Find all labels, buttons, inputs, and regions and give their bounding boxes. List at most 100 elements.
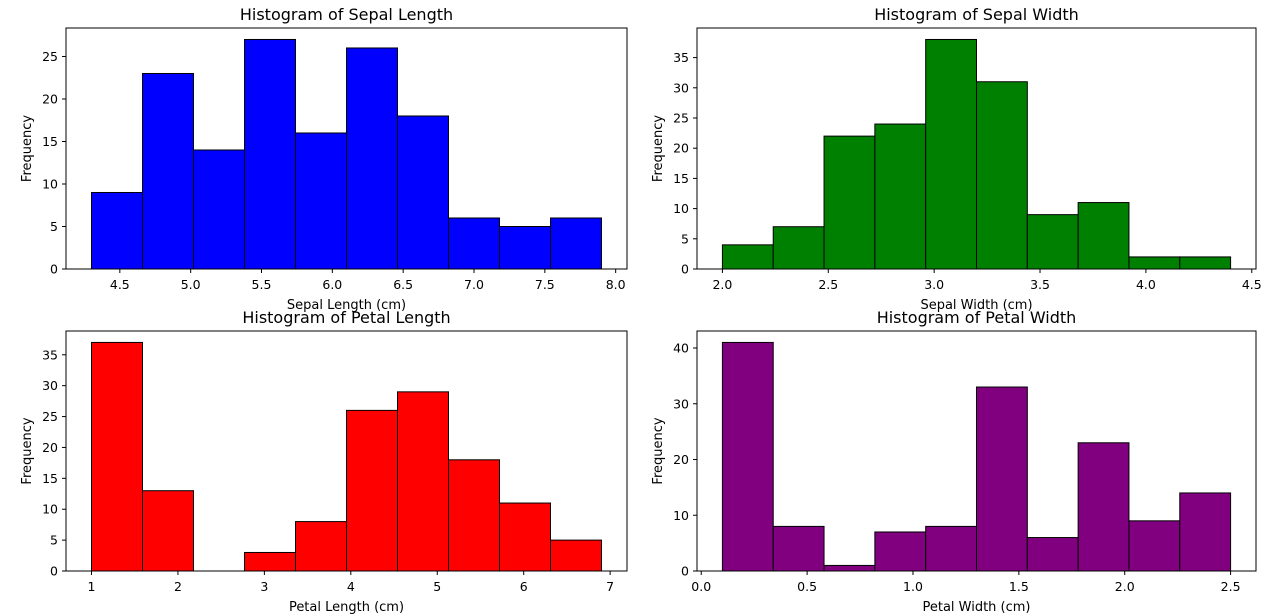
y-tick-label: 30 (673, 396, 689, 411)
histogram-bar (1026, 537, 1079, 572)
histogram-bar (925, 38, 978, 270)
x-tick-label: 1.0 (903, 579, 923, 594)
x-tick-label: 3.5 (1030, 277, 1050, 292)
y-tick-label: 15 (42, 134, 58, 149)
histogram-bar (244, 38, 296, 270)
histogram-bar (823, 564, 876, 572)
x-tick-label: 2.0 (1115, 579, 1135, 594)
x-tick-label: 5.0 (181, 277, 201, 292)
histogram-bar (1077, 442, 1130, 572)
y-tick-label: 10 (42, 502, 58, 517)
chart-panel-sepal-width: 2.0 2.5 3.0 3.5 4.0 4.5 0 5 10 15 20 25 30 35 Histogra… (651, 5, 1262, 313)
x-tick-label: 3 (260, 579, 268, 594)
histogram-bar (91, 191, 143, 270)
x-tick-label: 4 (347, 579, 355, 594)
x-tick-label: 2.0 (712, 277, 732, 292)
chart-panel-petal-length: 1 2 3 4 5 6 7 0 5 10 15 20 25 30 35 Histogram of Petal … (20, 308, 628, 615)
x-tick-label: 6 (520, 579, 528, 594)
histogram-bar (244, 551, 296, 572)
x-tick-label: 6.0 (322, 277, 342, 292)
x-axis-label: Petal Width (cm) (922, 600, 1030, 615)
histogram-bar (772, 226, 825, 270)
x-tick-label: 0.5 (797, 579, 817, 594)
histogram-bar (193, 149, 245, 270)
x-tick-label: 7.5 (535, 277, 555, 292)
chart-title: Histogram of Sepal Length (240, 5, 453, 24)
y-tick-label: 20 (673, 141, 689, 156)
y-tick-label: 0 (50, 262, 58, 277)
histogram-bar (721, 341, 774, 572)
histogram-bar (295, 132, 347, 270)
axes-frame (65, 27, 628, 270)
y-tick-label: 0 (681, 564, 689, 579)
y-axis-label: Frequency (651, 115, 666, 182)
histogram-bar (295, 521, 347, 572)
chart-panel-petal-width: 0.0 0.5 1.0 1.5 2.0 2.5 0 10 20 30 40 Histogram of … (651, 308, 1257, 615)
y-tick-label: 15 (42, 471, 58, 486)
x-tick-label: 0.0 (691, 579, 711, 594)
x-tick-label: 4.0 (1136, 277, 1156, 292)
histogram-bar (499, 502, 551, 572)
axes-frame (65, 330, 628, 572)
x-tick-label: 2 (174, 579, 182, 594)
x-tick-label: 5.5 (252, 277, 272, 292)
x-tick-label: 1.5 (1009, 579, 1029, 594)
chart-title: Histogram of Sepal Width (874, 5, 1079, 24)
y-tick-label: 0 (681, 262, 689, 277)
histogram-bar (772, 525, 825, 572)
y-axis-label: Frequency (651, 417, 666, 484)
y-tick-label: 5 (50, 533, 58, 548)
y-axis-label: Frequency (20, 417, 35, 484)
y-tick-label: 10 (673, 201, 689, 216)
histogram-bar (397, 115, 449, 270)
histogram-bar (1128, 520, 1181, 572)
y-tick-label: 35 (42, 347, 58, 362)
y-tick-label: 10 (673, 508, 689, 523)
histogram-bar (448, 217, 500, 270)
y-tick-label: 25 (42, 409, 58, 424)
histogram-bar (346, 409, 398, 572)
histogram-bar (346, 47, 398, 270)
histogram-bar (874, 531, 927, 572)
y-tick-label: 5 (681, 231, 689, 246)
y-tick-label: 30 (673, 80, 689, 95)
x-tick-label: 7 (606, 579, 614, 594)
y-tick-label: 35 (673, 50, 689, 65)
histogram-bar (499, 225, 551, 270)
histogram-bar (874, 123, 927, 270)
y-tick-label: 20 (42, 440, 58, 455)
chart-title: Histogram of Petal Width (877, 308, 1077, 327)
x-tick-label: 8.0 (606, 277, 626, 292)
y-tick-label: 20 (42, 91, 58, 106)
y-tick-label: 20 (673, 452, 689, 467)
x-tick-label: 7.0 (464, 277, 484, 292)
y-tick-label: 40 (673, 341, 689, 356)
x-tick-label: 1 (88, 579, 96, 594)
y-axis-label: Frequency (20, 115, 35, 182)
x-axis-label: Sepal Length (cm) (287, 298, 406, 313)
histogram-bar (1128, 256, 1181, 270)
y-tick-label: 0 (50, 564, 58, 579)
x-axis-label: Sepal Width (cm) (920, 298, 1032, 313)
histogram-bar (550, 539, 602, 572)
histogram-bar (721, 244, 774, 270)
axes-frame (696, 330, 1257, 572)
histogram-bar (1026, 214, 1079, 270)
y-tick-label: 30 (42, 378, 58, 393)
histogram-bar (976, 386, 1028, 572)
histogram-bar (1179, 256, 1232, 270)
y-tick-label: 25 (42, 49, 58, 64)
histogram-bar (142, 490, 194, 572)
x-tick-label: 2.5 (1221, 579, 1241, 594)
histogram-bar (976, 81, 1028, 270)
x-tick-label: 6.5 (393, 277, 413, 292)
histogram-bar (91, 341, 143, 572)
histogram-bar (550, 217, 602, 270)
y-tick-label: 15 (673, 171, 689, 186)
chart-title: Histogram of Petal Length (242, 308, 450, 327)
x-tick-label: 3.0 (924, 277, 944, 292)
y-tick-label: 10 (42, 176, 58, 191)
x-axis-label: Petal Length (cm) (289, 600, 404, 615)
histogram-bar (823, 135, 876, 270)
